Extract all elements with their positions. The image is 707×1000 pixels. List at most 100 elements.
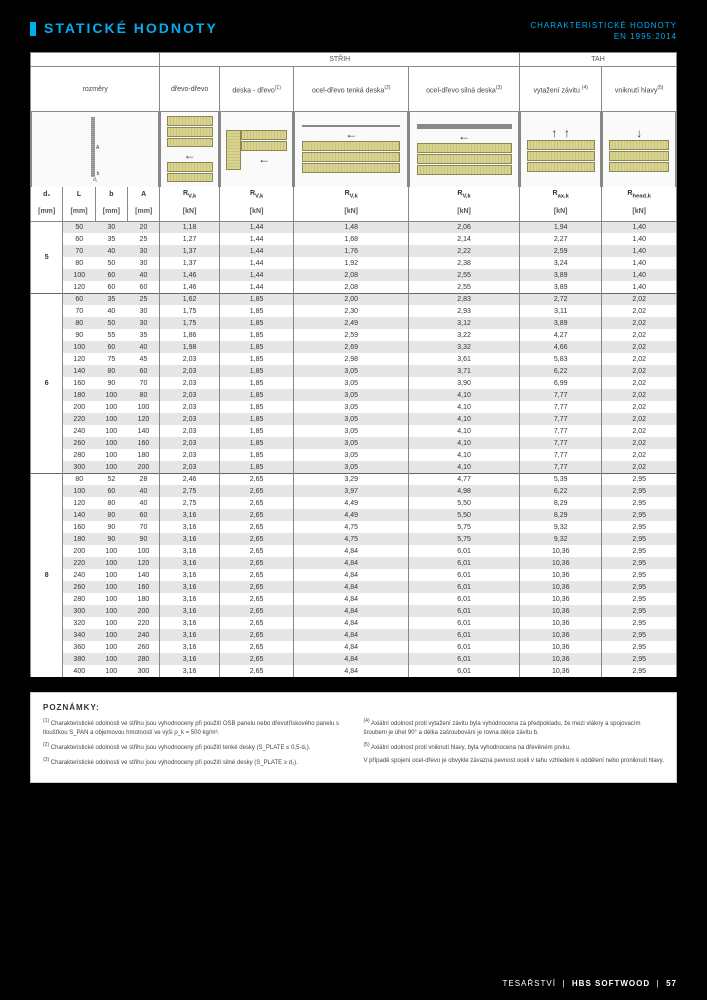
data-cell: 2,02 [602,437,677,449]
table-row: 88052282,462,653,294,775,392,95 [31,473,677,485]
data-cell: 3,16 [160,521,219,533]
data-cell: 6,01 [409,557,520,569]
data-cell: 7,77 [520,413,602,425]
table-row: 2801001802,031,853,054,107,772,02 [31,449,677,461]
data-cell: 3,05 [294,449,409,461]
data-cell: 2,03 [160,413,219,425]
data-cell: 4,84 [294,593,409,605]
data-cell: 3,29 [294,473,409,485]
data-cell: 3,05 [294,413,409,425]
d1-cell: 8 [31,473,63,677]
data-cell: 260 [63,437,95,449]
data-cell: 10,36 [520,569,602,581]
data-cell: 2,95 [602,593,677,605]
column-headers: rozměry dřevo-dřevo deska - dřevo(1) oce… [31,67,677,112]
table-row: 7040301,751,852,302,933,112,02 [31,305,677,317]
data-cell: 4,84 [294,617,409,629]
col-vniknuti: vniknutí hlavy(5) [602,67,677,112]
data-cell: 4,84 [294,665,409,677]
data-cell: 70 [128,521,160,533]
data-cell: 2,02 [602,425,677,437]
data-cell: 60 [128,281,160,293]
data-cell: 2,46 [160,473,219,485]
data-cell: 3,11 [520,305,602,317]
data-cell: 1,27 [160,233,219,245]
data-cell: 1,44 [219,221,294,233]
data-cell: 2,03 [160,449,219,461]
data-cell: 3,16 [160,593,219,605]
data-cell: 70 [128,377,160,389]
table-row: 55030201,181,441,482,061,941,40 [31,221,677,233]
data-cell: 3,16 [160,509,219,521]
data-cell: 2,65 [219,509,294,521]
data-cell: 60 [95,341,127,353]
data-cell: 100 [63,485,95,497]
data-cell: 4,10 [409,413,520,425]
data-cell: 2,95 [602,581,677,593]
data-cell: 100 [95,545,127,557]
data-cell: 100 [95,389,127,401]
data-cell: 80 [63,257,95,269]
data-cell: 200 [63,545,95,557]
data-cell: 3,16 [160,653,219,665]
data-cell: 100 [128,545,160,557]
data-cell: 60 [128,365,160,377]
data-cell: 180 [63,533,95,545]
data-cell: 100 [95,437,127,449]
data-cell: 2,02 [602,461,677,473]
data-cell: 3,16 [160,569,219,581]
data-cell: 4,49 [294,509,409,521]
data-cell: 100 [95,665,127,677]
notes-title: POZNÁMKY: [43,703,664,712]
data-cell: 7,77 [520,401,602,413]
data-cell: 2,95 [602,629,677,641]
data-cell: 28 [128,473,160,485]
d1-cell: 5 [31,221,63,293]
diagram-vniknuti: ↓ [602,112,676,187]
col-ocel-silna: ocel-dřevo silná deska(3) [409,67,520,112]
table-row: 10060402,752,653,974,986,222,95 [31,485,677,497]
diagram-tenka: ← [294,112,408,187]
data-cell: 1,85 [219,353,294,365]
data-cell: 220 [63,413,95,425]
data-cell: 200 [128,605,160,617]
data-cell: 380 [63,653,95,665]
data-cell: 2,95 [602,545,677,557]
data-cell: 60 [63,293,95,305]
data-cell: 2,02 [602,293,677,305]
data-cell: 25 [128,233,160,245]
data-cell: 1,85 [219,413,294,425]
data-cell: 2,08 [294,269,409,281]
data-cell: 1,18 [160,221,219,233]
data-cell: 2,95 [602,533,677,545]
data-cell: 6,01 [409,653,520,665]
diagram-rozmery: Abd₁ [31,112,159,187]
data-cell: 1,62 [160,293,219,305]
data-cell: 4,84 [294,629,409,641]
data-cell: 90 [95,533,127,545]
data-cell: 80 [63,317,95,329]
data-cell: 10,36 [520,557,602,569]
data-cell: 30 [128,305,160,317]
table-row: 3001002003,162,654,846,0110,362,95 [31,605,677,617]
data-cell: 4,84 [294,557,409,569]
data-cell: 6,01 [409,617,520,629]
data-cell: 1,85 [219,329,294,341]
data-cell: 9,32 [520,533,602,545]
note-1: (1) Charakteristické odolnosti ve střihu… [43,718,344,738]
table-row: 2001001002,031,853,054,107,772,02 [31,401,677,413]
data-cell: 2,55 [409,269,520,281]
data-cell: 3,05 [294,389,409,401]
data-cell: 100 [63,269,95,281]
col-vytazeni: vytažení závitu (4) [520,67,602,112]
data-cell: 2,02 [602,341,677,353]
d1-cell: 6 [31,293,63,473]
data-cell: 2,65 [219,617,294,629]
data-cell: 200 [128,461,160,473]
data-cell: 2,93 [409,305,520,317]
data-cell: 2,95 [602,653,677,665]
data-cell: 1,86 [160,329,219,341]
data-cell: 80 [63,473,95,485]
table-row: 10060401,981,852,693,324,662,02 [31,341,677,353]
data-cell: 140 [128,569,160,581]
